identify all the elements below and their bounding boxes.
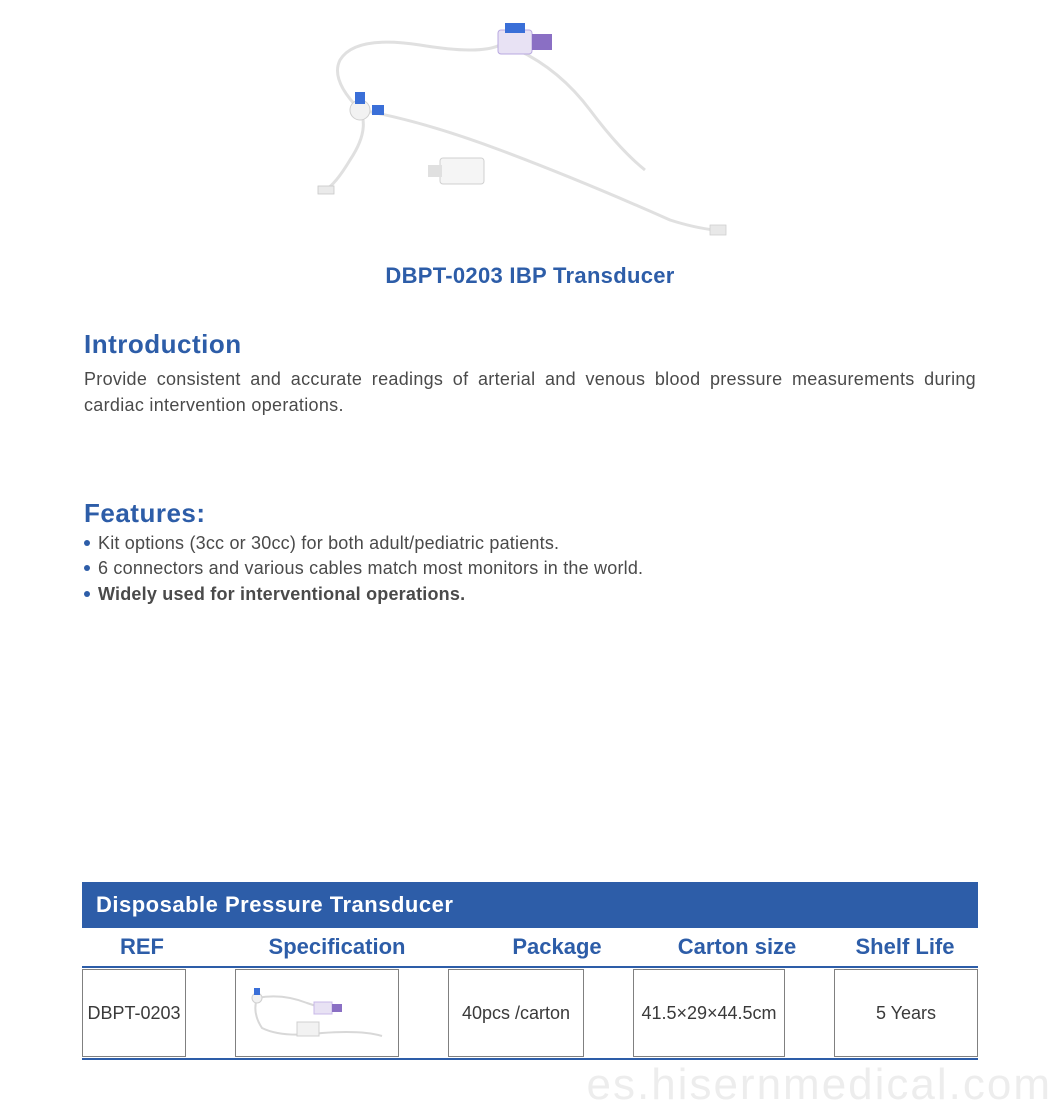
product-image-area — [0, 0, 1060, 255]
table-title: Disposable Pressure Transducer — [82, 882, 978, 928]
product-diagram — [300, 20, 730, 250]
introduction-text: Provide consistent and accurate readings… — [84, 366, 976, 418]
th-spec: Specification — [202, 934, 472, 960]
watermark: es.hisernmedical.com — [587, 1060, 1053, 1110]
cell-spec — [235, 969, 399, 1057]
th-package: Package — [472, 934, 642, 960]
th-carton: Carton size — [642, 934, 832, 960]
cell-shelf: 5 Years — [834, 969, 978, 1057]
cell-carton: 41.5×29×44.5cm — [633, 969, 785, 1057]
spec-table: Disposable Pressure Transducer REF Speci… — [82, 882, 978, 1060]
feature-item: Widely used for interventional operation… — [84, 582, 976, 607]
features-heading: Features: — [84, 498, 976, 529]
feature-list: Kit options (3cc or 30cc) for both adult… — [84, 531, 976, 607]
product-title: DBPT-0203 IBP Transducer — [0, 263, 1060, 289]
table-header-row: REF Specification Package Carton size Sh… — [82, 928, 978, 968]
feature-item: Kit options (3cc or 30cc) for both adult… — [84, 531, 976, 556]
introduction-heading: Introduction — [84, 329, 976, 360]
feature-item: 6 connectors and various cables match mo… — [84, 556, 976, 581]
spec-thumbnail — [242, 978, 392, 1048]
th-ref: REF — [82, 934, 202, 960]
table-row: DBPT-0203 40pcs /carton 41.5×29×44.5cm 5… — [82, 968, 978, 1060]
cell-ref: DBPT-0203 — [82, 969, 186, 1057]
th-shelf: Shelf Life — [832, 934, 978, 960]
cell-package: 40pcs /carton — [448, 969, 584, 1057]
